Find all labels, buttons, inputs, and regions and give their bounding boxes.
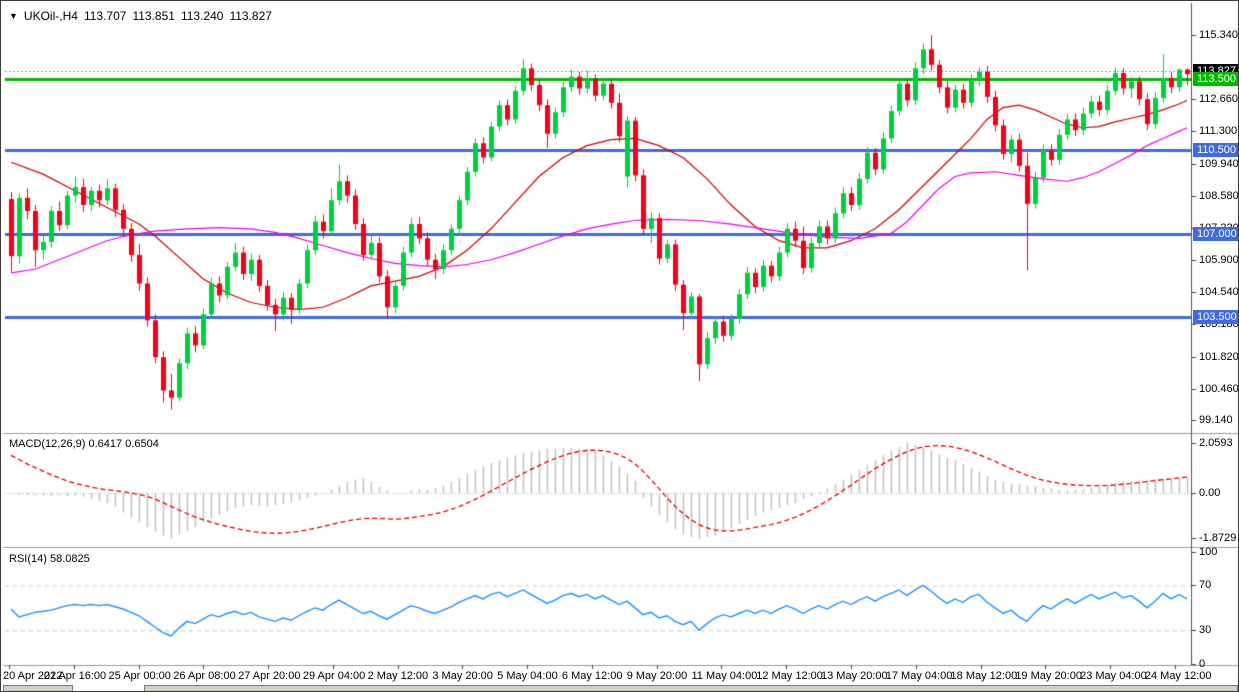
price-axis-label: -1.8729: [1199, 532, 1237, 545]
chart-title: ▼ UKOil-,H4 113.707 113.851 113.240 113.…: [9, 9, 272, 23]
price-axis-label: 0.00: [1199, 487, 1221, 499]
rsi-indicator-label: RSI(14) 58.0825: [9, 553, 90, 565]
bottom-tab[interactable]: [3, 685, 73, 691]
ohlc-low: 113.240: [180, 9, 224, 23]
time-axis-label: 12 May 12:00: [756, 670, 823, 682]
time-axis-label: 19 May 20:00: [1015, 670, 1082, 682]
price-level-box: 110.500: [1193, 143, 1238, 158]
price-level-box: 103.500: [1193, 309, 1238, 324]
chevron-down-icon[interactable]: ▼: [9, 11, 18, 21]
price-axis-label: 108.580: [1199, 190, 1239, 202]
price-axis-label: 70: [1199, 579, 1212, 592]
time-axis-label: 24 May 12:00: [1144, 670, 1212, 682]
price-level-box: 107.000: [1193, 226, 1238, 241]
time-axis-label: 21 Apr 16:00: [43, 670, 107, 682]
time-axis-label: 25 Apr 00:00: [108, 670, 171, 682]
price-axis-label: 100: [1199, 545, 1218, 558]
time-axis-label: 13 May 20:00: [821, 670, 888, 682]
time-axis-label: 18 May 12:00: [950, 670, 1018, 682]
price-axis-label: 101.820: [1199, 350, 1239, 363]
bottom-tab-strip: [1, 684, 1238, 691]
ohlc-high: 113.851: [132, 9, 175, 23]
price-axis-label: 99.140: [1199, 414, 1233, 427]
price-axis-label: 115.340: [1199, 29, 1238, 42]
symbol-timeframe-label: UKOil-,H4: [23, 9, 78, 23]
ohlc-open: 113.707: [83, 9, 127, 23]
time-axis-label: 11 May 04:00: [691, 670, 758, 682]
price-axis-label: 2.0593: [1199, 437, 1233, 449]
price-axis-label: 30: [1199, 624, 1212, 637]
price-axis-label: 100.460: [1199, 383, 1239, 396]
bottom-tab[interactable]: [144, 685, 1238, 691]
price-axis-label: 111.300: [1199, 125, 1238, 138]
time-axis-label: 9 May 20:00: [626, 670, 688, 682]
time-axis-label: 5 May 04:00: [497, 670, 558, 682]
time-axis-label: 6 May 12:00: [561, 670, 623, 682]
price-axis-label: 104.540: [1199, 286, 1239, 299]
time-axis-label: 29 Apr 04:00: [302, 670, 366, 682]
price-axis-label: 0: [1199, 658, 1206, 670]
time-axis-label: 20 Apr 2022: [3, 670, 63, 682]
price-axis-label: 105.900: [1199, 253, 1239, 266]
time-axis-label: 27 Apr 20:00: [238, 670, 301, 682]
ohlc-close: 113.827: [229, 9, 272, 23]
time-axis-label: 23 May 04:00: [1080, 670, 1147, 682]
time-axis-label: 17 May 04:00: [885, 670, 953, 682]
time-axis-label: 2 May 12:00: [367, 670, 429, 682]
time-axis-label: 3 May 20:00: [432, 670, 493, 682]
time-axis-label: 26 Apr 08:00: [173, 670, 236, 682]
price-axis-label: 112.660: [1199, 93, 1238, 105]
price-axis-label: 109.940: [1199, 157, 1239, 170]
macd-indicator-label: MACD(12,26,9) 0.6417 0.6504: [9, 438, 159, 450]
price-level-box: 113.500: [1193, 72, 1238, 87]
